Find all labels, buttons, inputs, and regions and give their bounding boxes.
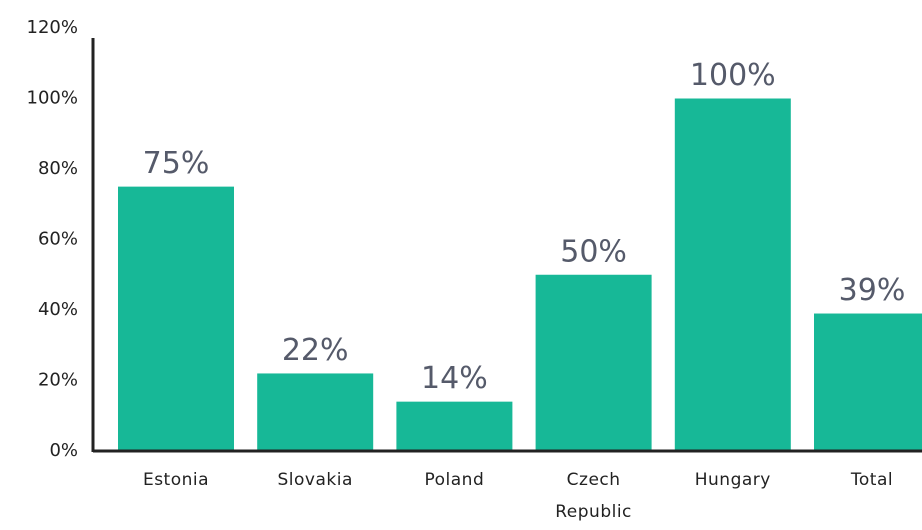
bar: [814, 313, 922, 451]
value-label: 22%: [282, 333, 349, 368]
y-tick-label: 120%: [27, 17, 78, 38]
bar: [118, 186, 234, 451]
bar: [535, 274, 652, 451]
y-tick-label: 0%: [49, 440, 78, 461]
bar: [257, 373, 374, 451]
y-tick-label: 20%: [38, 370, 78, 391]
value-label: 100%: [690, 58, 776, 93]
value-label: 39%: [839, 273, 906, 308]
x-tick-label: Estonia: [142, 470, 210, 490]
y-tick-label: 40%: [38, 299, 78, 320]
x-tick-label: Slovakia: [277, 470, 353, 490]
value-label: 14%: [421, 361, 488, 396]
x-tick-label: Hungary: [694, 470, 771, 490]
bar: [674, 98, 791, 451]
y-tick-label: 100%: [27, 88, 78, 109]
y-tick-label: 80%: [38, 158, 78, 179]
x-tick-label: Total: [850, 470, 894, 490]
x-tick-label: Poland: [424, 470, 485, 490]
x-tick-label: Czech Republic: [555, 470, 632, 522]
bar: [396, 401, 513, 451]
y-tick-label: 60%: [38, 229, 78, 250]
value-label: 50%: [560, 234, 627, 269]
value-label: 75%: [143, 146, 210, 181]
